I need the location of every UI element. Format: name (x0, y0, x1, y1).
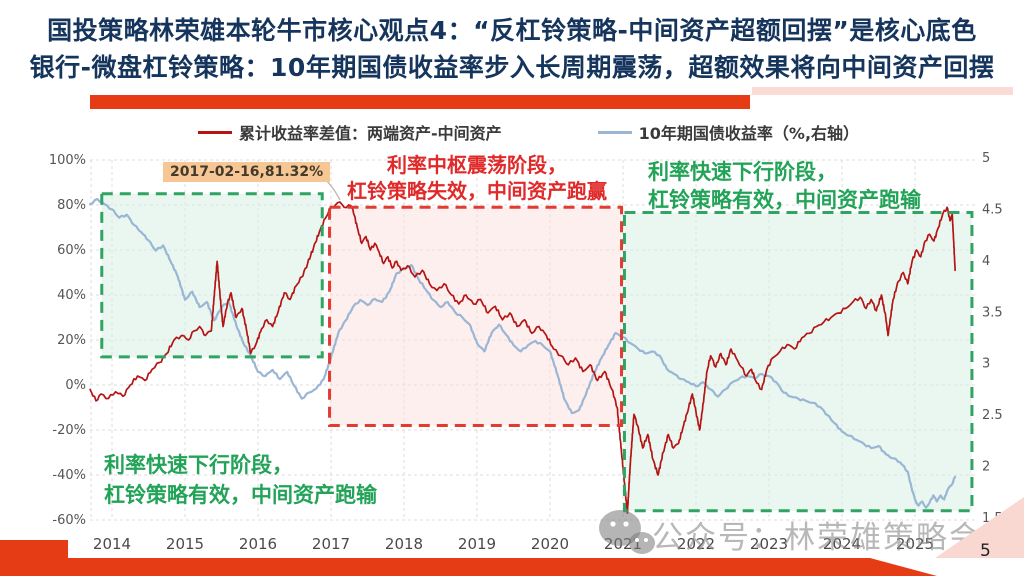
svg-text:2: 2 (982, 460, 990, 475)
region-rates-sideways (328, 205, 624, 427)
annotation-rates-down-right-line1: 利率快速下行阶段， (648, 160, 837, 184)
svg-text:2.5: 2.5 (982, 408, 1003, 423)
region-fills (101, 193, 972, 511)
legend-swatch-bond-yield (597, 130, 632, 134)
svg-text:3.5: 3.5 (982, 305, 1003, 320)
series-return-diff (89, 201, 956, 515)
legend-label-bond-yield: 10年期国债收益率（%,右轴） (638, 124, 860, 143)
svg-text:2022: 2022 (677, 535, 715, 553)
region-rates-fast-down-1 (100, 192, 324, 359)
svg-text:-40%: -40% (52, 468, 86, 483)
annotation-rates-down-left: 利率快速下行阶段， 杠铃策略有效，中间资产跑输 (104, 450, 377, 510)
svg-text:4: 4 (982, 254, 990, 269)
annotation-rates-down-left-line2: 杠铃策略有效，中间资产跑输 (104, 483, 377, 507)
svg-text:-20%: -20% (52, 423, 86, 438)
svg-text:2014: 2014 (93, 535, 131, 553)
annotation-rates-sideways-line2: 杠铃策略失效，中间资产跑赢 (347, 179, 607, 203)
svg-text:80%: 80% (57, 198, 86, 213)
svg-text:2019: 2019 (458, 535, 496, 553)
legend-item-bond-yield: 10年期国债收益率（%,右轴） (597, 120, 860, 144)
svg-text:100%: 100% (49, 153, 86, 168)
legend-item-return-diff: 累计收益率差值：两端资产-中间资产 (198, 120, 502, 144)
annotation-rates-sideways: 利率中枢震荡阶段， 杠铃策略失效，中间资产跑赢 (322, 152, 632, 204)
annotation-rates-down-left-line1: 利率快速下行阶段， (104, 453, 293, 477)
annotation-rates-sideways-line1: 利率中枢震荡阶段， (387, 153, 567, 177)
legend-swatch-return-diff (198, 130, 232, 134)
decor-red-band (0, 558, 937, 576)
svg-text:3: 3 (982, 357, 990, 372)
region-borders (100, 192, 974, 513)
svg-text:-60%: -60% (52, 513, 86, 528)
svg-text:2024: 2024 (823, 535, 861, 553)
page-number: 5 (980, 541, 991, 561)
title-underline-bar (90, 95, 750, 109)
peak-value-callout: 2017-02-16,81.32% (163, 162, 331, 182)
svg-text:2017: 2017 (312, 535, 350, 553)
svg-text:20%: 20% (57, 333, 86, 348)
svg-text:40%: 40% (57, 288, 86, 303)
annotation-rates-down-right-line2: 杠铃策略有效，中间资产跑输 (648, 188, 921, 212)
wechat-icon (599, 510, 655, 554)
svg-text:60%: 60% (57, 243, 86, 258)
slide-title: 国投策略林荣雄本轮牛市核心观点4：“反杠铃策略-中间资产超额回摆”是核心底色 银… (0, 12, 1024, 86)
svg-text:2018: 2018 (385, 535, 423, 553)
chart-legend: 累计收益率差值：两端资产-中间资产 10年期国债收益率（%,右轴） (198, 120, 859, 144)
svg-text:2016: 2016 (239, 535, 277, 553)
annotation-rates-down-right: 利率快速下行阶段， 杠铃策略有效，中间资产跑输 (648, 158, 921, 214)
svg-text:2025: 2025 (896, 535, 934, 553)
decor-pink-triangle (935, 497, 1024, 558)
svg-text:2015: 2015 (166, 535, 204, 553)
title-line-2: 银行-微盘杠铃策略：10年期国债收益率步入长周期震荡，超额效果将向中间资产回摆 (29, 53, 995, 82)
svg-text:5: 5 (982, 151, 990, 166)
title-line-1: 国投策略林荣雄本轮牛市核心观点4：“反杠铃策略-中间资产超额回摆”是核心底色 (47, 16, 977, 45)
region-rates-fast-down-2 (622, 211, 974, 513)
svg-text:0%: 0% (65, 378, 86, 393)
decor-pink-strip (752, 87, 1013, 95)
svg-text:4.5: 4.5 (982, 202, 1003, 217)
svg-text:2020: 2020 (531, 535, 569, 553)
svg-text:2023: 2023 (750, 535, 788, 553)
legend-label-return-diff: 累计收益率差值：两端资产-中间资产 (239, 124, 502, 143)
